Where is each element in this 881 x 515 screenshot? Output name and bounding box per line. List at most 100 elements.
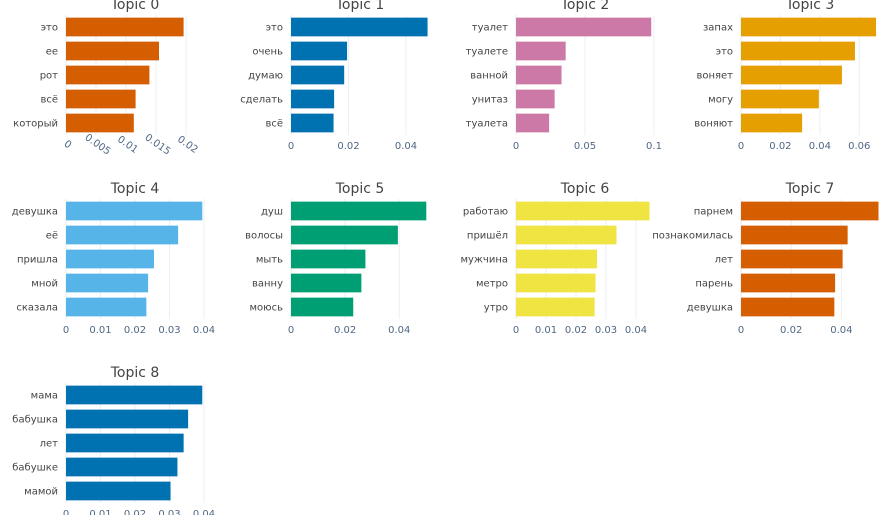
y-tick-label: девушка xyxy=(12,207,58,218)
y-tick-label: лет xyxy=(40,439,59,450)
topic-panel-2: Topic 2 туалет туалете ванной унитаз туалета 0… xyxy=(466,0,662,152)
x-tick-label: 0.01 xyxy=(89,509,111,515)
bar-4 xyxy=(66,297,147,317)
panel-title: Topic 6 xyxy=(560,181,610,197)
panel-title: Topic 7 xyxy=(785,181,835,197)
bar-3 xyxy=(66,457,178,477)
bar-0 xyxy=(516,17,652,37)
bar-1 xyxy=(741,41,855,61)
topic-panel-8: Topic 8 мама бабушка лет бабушке мамой 0 0.01 0.… xyxy=(12,365,215,515)
bar-3 xyxy=(66,273,149,293)
y-tick-label: всё xyxy=(265,119,283,130)
y-tick-label: ванну xyxy=(252,279,283,290)
x-tick-label: 0.03 xyxy=(595,325,617,336)
topic-panel-0: Topic 0 это ее рот всё который 0 0.005 0.01 0.015… xyxy=(13,0,200,158)
bar-0 xyxy=(741,201,879,221)
x-tick-label: 0.02 xyxy=(175,134,200,156)
x-tick-label: 0.02 xyxy=(780,325,802,336)
y-tick-label: бабушка xyxy=(12,415,58,426)
y-tick-label: мамой xyxy=(24,487,58,498)
bar-4 xyxy=(66,481,171,501)
x-tick-label: 0.05 xyxy=(574,141,596,152)
x-tick-label: 0 xyxy=(513,141,519,152)
y-tick-label: пришла xyxy=(17,255,58,266)
topic-panel-5: Topic 5 душ волосы мыть ванну моюсь 0 0.02 0.04 xyxy=(245,181,427,336)
bar-3 xyxy=(516,273,596,293)
panel-title: Topic 5 xyxy=(335,181,385,197)
y-tick-label: парнем xyxy=(694,207,733,218)
bar-3 xyxy=(291,273,362,293)
bar-3 xyxy=(741,89,819,109)
x-tick-label: 0.04 xyxy=(193,509,215,515)
x-tick-label: 0.04 xyxy=(809,141,831,152)
bar-0 xyxy=(741,17,877,37)
topic-panel-6: Topic 6 работаю пришёл мужчина метро утро 0 0.0… xyxy=(460,181,650,336)
y-tick-label: мной xyxy=(31,279,58,290)
bar-1 xyxy=(516,41,566,61)
x-tick-label: 0 xyxy=(63,325,69,336)
bar-0 xyxy=(66,385,203,405)
topic-panel-1: Topic 1 это очень думаю сделать всё 0 0.02 0.04 xyxy=(240,0,428,152)
bar-3 xyxy=(516,89,555,109)
bar-1 xyxy=(66,41,159,61)
panel-title: Topic 0 xyxy=(110,0,160,13)
x-tick-label: 0.005 xyxy=(83,132,113,157)
y-tick-label: всё xyxy=(40,95,58,106)
bar-0 xyxy=(291,17,428,37)
x-tick-label: 0.04 xyxy=(625,325,647,336)
y-tick-label: мама xyxy=(31,391,58,402)
x-tick-label: 0.02 xyxy=(769,141,791,152)
bar-3 xyxy=(291,89,335,109)
bar-1 xyxy=(291,225,398,245)
y-tick-label: унитаз xyxy=(472,95,508,106)
bar-2 xyxy=(66,65,150,85)
bar-0 xyxy=(516,201,650,221)
bar-0 xyxy=(291,201,427,221)
topic-panel-7: Topic 7 парнем познакомилась лет парень девуш… xyxy=(652,181,879,336)
y-tick-label: лет xyxy=(715,255,734,266)
bar-4 xyxy=(291,113,334,133)
y-tick-label: сделать xyxy=(240,95,283,106)
bar-0 xyxy=(66,17,184,37)
topic-panel-3: Topic 3 запах это воняет могу воняют 0 0.02 0.04… xyxy=(694,0,877,152)
bar-0 xyxy=(66,201,203,221)
x-tick-label: 0 xyxy=(288,325,294,336)
y-tick-label: могу xyxy=(708,95,733,106)
y-tick-label: бабушке xyxy=(12,463,58,474)
x-tick-label: 0 xyxy=(288,141,294,152)
x-tick-label: 0.03 xyxy=(158,325,180,336)
x-tick-label: 0.02 xyxy=(565,325,587,336)
bar-3 xyxy=(66,89,136,109)
y-tick-label: воняет xyxy=(696,71,733,82)
x-tick-label: 0 xyxy=(738,141,744,152)
bar-4 xyxy=(516,297,595,317)
x-tick-label: 0.04 xyxy=(388,325,410,336)
bar-2 xyxy=(741,65,842,85)
x-tick-label: 0.04 xyxy=(395,141,417,152)
x-tick-label: 0.03 xyxy=(158,509,180,515)
bar-2 xyxy=(291,65,345,85)
y-tick-label: это xyxy=(266,23,283,34)
x-tick-label: 0 xyxy=(738,325,744,336)
y-tick-label: это xyxy=(41,23,58,34)
y-tick-label: ее xyxy=(46,47,58,58)
bar-2 xyxy=(66,433,184,453)
bar-2 xyxy=(291,249,366,269)
topic-panel-4: Topic 4 девушка её пришла мной сказала 0 0.01 0.… xyxy=(12,181,215,336)
panel-title: Topic 2 xyxy=(560,0,610,13)
bar-1 xyxy=(66,225,179,245)
y-tick-label: туалет xyxy=(472,23,508,34)
x-tick-label: 0.01 xyxy=(535,325,557,336)
x-tick-label: 0.02 xyxy=(334,325,356,336)
y-tick-label: думаю xyxy=(248,71,283,82)
y-tick-label: туалете xyxy=(466,47,508,58)
x-tick-label: 0 xyxy=(513,325,519,336)
bar-2 xyxy=(66,249,154,269)
y-tick-label: воняют xyxy=(694,119,733,130)
panel-title: Topic 1 xyxy=(335,0,385,13)
x-tick-label: 0.04 xyxy=(193,325,215,336)
y-tick-label: её xyxy=(46,231,58,242)
bar-4 xyxy=(741,297,835,317)
y-tick-label: душ xyxy=(261,207,283,218)
